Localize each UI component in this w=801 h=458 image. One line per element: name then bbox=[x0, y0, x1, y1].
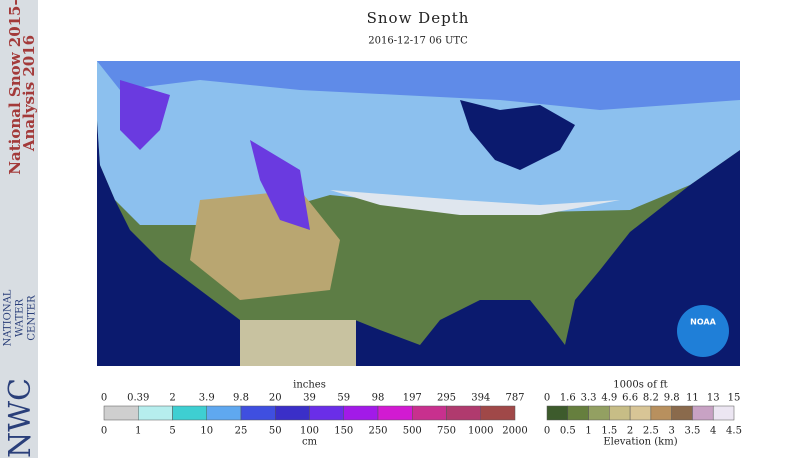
legend-label: 250 bbox=[368, 426, 387, 437]
nwc-logo: NWC bbox=[3, 378, 38, 458]
legend-label: 750 bbox=[437, 426, 456, 437]
legend-swatch bbox=[172, 405, 207, 421]
legend-swatch bbox=[412, 405, 447, 421]
legend-label: 25 bbox=[235, 426, 248, 437]
legend-label: 1.6 bbox=[560, 393, 576, 404]
sidebar bbox=[0, 0, 38, 458]
legend-swatch bbox=[671, 405, 693, 421]
legend-label: 3.3 bbox=[581, 393, 597, 404]
snow-mountains bbox=[120, 80, 310, 230]
legend-label: 10 bbox=[200, 426, 213, 437]
date: 2016-12-17 06 UTC bbox=[368, 36, 468, 47]
legend-label: 394 bbox=[471, 393, 490, 404]
legend-unit: inches bbox=[293, 380, 326, 391]
legend-label: 0 bbox=[101, 393, 107, 404]
legend-label: 50 bbox=[269, 426, 282, 437]
legend-label: 9.8 bbox=[664, 393, 680, 404]
legend-swatch bbox=[377, 405, 413, 421]
legend-label: 2000 bbox=[502, 426, 527, 437]
title: Snow Depth bbox=[367, 9, 470, 27]
legend-label: 13 bbox=[707, 393, 720, 404]
legend-unit: Elevation (km) bbox=[603, 437, 677, 448]
legend-label: 15 bbox=[728, 393, 741, 404]
sidebar-line1: National Snow 2015- bbox=[6, 0, 24, 175]
legend-label: 1 bbox=[135, 426, 141, 437]
legend-label: 4.5 bbox=[726, 426, 742, 437]
legend-label: 500 bbox=[403, 426, 422, 437]
legend-swatch bbox=[609, 405, 631, 421]
org-line: NATIONAL bbox=[3, 289, 14, 346]
map: NOAA bbox=[97, 61, 740, 366]
legend-swatch bbox=[343, 405, 379, 421]
legend-swatch bbox=[650, 405, 672, 421]
legend-label: 3.5 bbox=[684, 426, 700, 437]
legend-label: 11 bbox=[686, 393, 699, 404]
legend-label: 0.5 bbox=[560, 426, 576, 437]
snow-light bbox=[330, 190, 620, 215]
snow-deep bbox=[97, 61, 740, 110]
mexico bbox=[240, 320, 356, 366]
noaa-text: NOAA bbox=[690, 318, 716, 327]
legend-label: 1 bbox=[585, 426, 591, 437]
legend-swatch bbox=[567, 405, 589, 421]
legend-unit: 1000s of ft bbox=[613, 380, 667, 391]
legend-unit: cm bbox=[302, 437, 318, 448]
legend-label: 20 bbox=[269, 393, 282, 404]
legend-label: 4.9 bbox=[601, 393, 617, 404]
legend-label: 1.5 bbox=[601, 426, 617, 437]
legend-swatch bbox=[692, 405, 714, 421]
legend-label: 2.5 bbox=[643, 426, 659, 437]
legend-label: 3.9 bbox=[199, 393, 215, 404]
legend-label: 295 bbox=[437, 393, 456, 404]
legend-swatch bbox=[480, 405, 516, 421]
great-lakes bbox=[460, 100, 575, 170]
legend-label: 0 bbox=[544, 393, 550, 404]
legend-label: 0 bbox=[101, 426, 107, 437]
legend-label: 150 bbox=[334, 426, 353, 437]
legend-swatch bbox=[629, 405, 652, 421]
legend-label: 3 bbox=[668, 426, 674, 437]
legend-swatch bbox=[240, 405, 276, 421]
legend-swatch bbox=[588, 405, 610, 421]
noaa-logo bbox=[677, 305, 729, 357]
legend-label: 0.39 bbox=[127, 393, 149, 404]
legend-label: 5 bbox=[169, 426, 175, 437]
legend-label: 0 bbox=[544, 426, 550, 437]
legend-label: 2 bbox=[627, 426, 633, 437]
legend-swatch bbox=[446, 405, 481, 421]
legend-label: 100 bbox=[300, 426, 319, 437]
legend-swatch bbox=[275, 405, 310, 421]
legend-label: 6.6 bbox=[622, 393, 638, 404]
legend-swatch bbox=[138, 405, 173, 421]
legend-label: 9.8 bbox=[233, 393, 249, 404]
sidebar-line2: Analysis 2016 bbox=[20, 35, 38, 152]
org-line: CENTER bbox=[27, 295, 38, 341]
legend-swatch bbox=[103, 405, 139, 421]
legend-swatch bbox=[546, 405, 569, 421]
legend-label: 8.2 bbox=[643, 393, 659, 404]
legend-label: 4 bbox=[710, 426, 716, 437]
org-line: WATER bbox=[15, 299, 26, 337]
legend-label: 59 bbox=[337, 393, 350, 404]
legend-swatch bbox=[206, 405, 242, 421]
legend-label: 1000 bbox=[468, 426, 493, 437]
legend-label: 98 bbox=[372, 393, 385, 404]
legend-label: 39 bbox=[303, 393, 316, 404]
legend-swatch bbox=[309, 405, 344, 421]
legend-swatch bbox=[712, 405, 735, 421]
legend-label: 2 bbox=[169, 393, 175, 404]
legend-label: 787 bbox=[505, 393, 524, 404]
legend-label: 197 bbox=[403, 393, 422, 404]
